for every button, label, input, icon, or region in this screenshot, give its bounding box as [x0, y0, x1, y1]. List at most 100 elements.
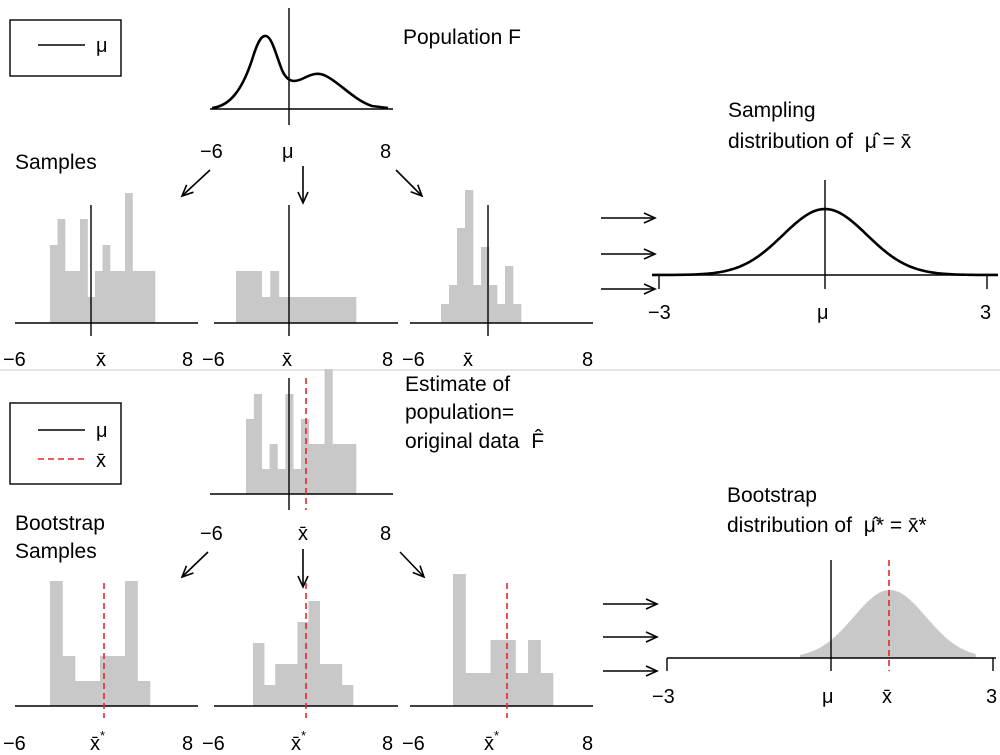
sampling-tick-right: 3 [980, 302, 991, 324]
bootdist-bar [903, 595, 906, 658]
sample-2-bar [330, 297, 340, 323]
population-tick-right: 8 [380, 141, 391, 163]
sampling-distribution-panel: Sampling distribution of μ̂ = x̄ −3 μ 3 [648, 99, 999, 324]
bootdist-title-line2: distribution of [727, 514, 852, 537]
boot-2-tick-star: * [301, 728, 306, 743]
bootdist-bar [818, 648, 820, 658]
sample-1-tick-right: 8 [182, 349, 193, 371]
boot-2-bar [319, 664, 332, 706]
legend-mu-label: μ [96, 35, 108, 57]
bootdist-bar [834, 636, 837, 658]
bootdist-bar [938, 631, 940, 658]
sample-1-bar [132, 271, 141, 323]
sample-2-tick-left: −6 [202, 349, 225, 371]
bootdist-bar [837, 633, 840, 658]
bootdist-tick-xbar: x̄ [882, 686, 892, 708]
bootdist-bar [947, 639, 949, 658]
bootdist-bar [875, 594, 877, 658]
bootdist-bar [801, 654, 804, 658]
boot-3-tick-star: * [494, 728, 499, 743]
bootdist-bar [884, 590, 886, 658]
bootstrap-distribution-panel: Bootstrap distribution of μ̂* = x̄* −3 μ… [652, 484, 997, 708]
bootdist-bar [800, 654, 802, 658]
bootdist-tick-left: −3 [652, 686, 675, 708]
bootdist-bar [858, 610, 861, 658]
bootdist-bar [902, 594, 904, 658]
bootdist-bar [869, 599, 871, 658]
boot-1-tick-xbar-text: x̄ [90, 733, 100, 755]
bootdist-bar [870, 598, 873, 658]
bootdist-bar [917, 607, 919, 658]
bootdist-bar [957, 646, 960, 658]
bootdist-bar [953, 644, 955, 658]
estimate-bar [332, 444, 341, 494]
bottom-section: μ x̄ −6 x̄ 8 Estimate of population= ori… [3, 369, 997, 755]
boot-1-bar [75, 681, 88, 706]
estimate-title-F: F̂ [531, 430, 544, 453]
population-panel: −6 μ 8 Population F [200, 8, 521, 163]
bootdist-bar [963, 650, 966, 658]
bootdist-bar [932, 624, 934, 658]
bootdist-bar [816, 649, 819, 658]
sample-1-bar [50, 245, 58, 323]
bootdist-bar [824, 644, 826, 658]
boot-2-bar [308, 601, 320, 706]
boot-2-tick-xbar: x̄* [291, 728, 306, 755]
bootdist-bar [887, 590, 889, 658]
bootdist-bar [956, 645, 958, 658]
sample-2-bar [347, 297, 357, 323]
sample-2-bar [261, 297, 271, 323]
sample-2-bars [236, 271, 357, 323]
bootdist-bar [876, 593, 879, 658]
sampling-tick-mu: μ [817, 302, 829, 324]
bootdist-bar [909, 600, 912, 658]
boot-panel-1: −6 x̄* 8 [3, 581, 198, 755]
bootdist-bar [927, 619, 930, 658]
bootdist-bar [822, 645, 825, 658]
sampling-title-line2: distribution of [728, 130, 853, 153]
sample-1-bar [110, 271, 118, 323]
boot-3-bar [515, 673, 529, 706]
estimate-bars [246, 369, 357, 494]
bootdist-bar [944, 636, 946, 658]
estimate-bar [340, 444, 349, 494]
boot-3-bar [540, 673, 554, 706]
bootdist-bar [881, 591, 883, 658]
bootdist-bar [948, 640, 951, 658]
sampling-normal-curve [651, 207, 999, 277]
bootdist-bar [905, 596, 907, 658]
sample-3-bar [457, 228, 466, 323]
estimate-bar [316, 444, 325, 494]
sample-1-bar [125, 193, 133, 323]
bootdist-bar [803, 654, 805, 658]
bootdist-bar [914, 604, 916, 658]
sample-2-bar [296, 297, 305, 323]
sample-1-bar [80, 219, 88, 323]
bootdist-bar [894, 590, 897, 658]
bootdist-bar [930, 623, 933, 658]
estimate-bar [277, 469, 286, 494]
bootdist-bar [935, 627, 937, 658]
sample-3-bar [513, 304, 522, 323]
sample-3-bar [489, 285, 498, 323]
sample-1-bar [147, 271, 156, 323]
bootdist-bar [855, 613, 858, 658]
estimate-bar [246, 419, 255, 494]
boot-2-tick-right: 8 [382, 733, 393, 755]
bootdist-bar [921, 612, 924, 658]
boot-1-tick-left: −6 [3, 733, 26, 755]
bottom-legend: μ x̄ [9, 402, 122, 485]
bootdist-bar [960, 648, 963, 658]
bootdist-tick-right: 3 [986, 686, 997, 708]
arrow-to-boot-3 [399, 551, 426, 579]
bootdist-bar [815, 649, 817, 658]
boot-1-bar [112, 656, 126, 706]
legend-xbar-label: x̄ [96, 450, 106, 472]
sample-3-bar [465, 190, 474, 323]
bootdist-bar [954, 645, 957, 658]
sample-1-bars [50, 193, 156, 323]
sample-panel-1: −6 x̄ 8 [3, 193, 198, 371]
bootdist-bar [854, 615, 856, 658]
bootdist-bar [810, 651, 813, 658]
estimate-title-line1: Estimate of [405, 373, 510, 396]
